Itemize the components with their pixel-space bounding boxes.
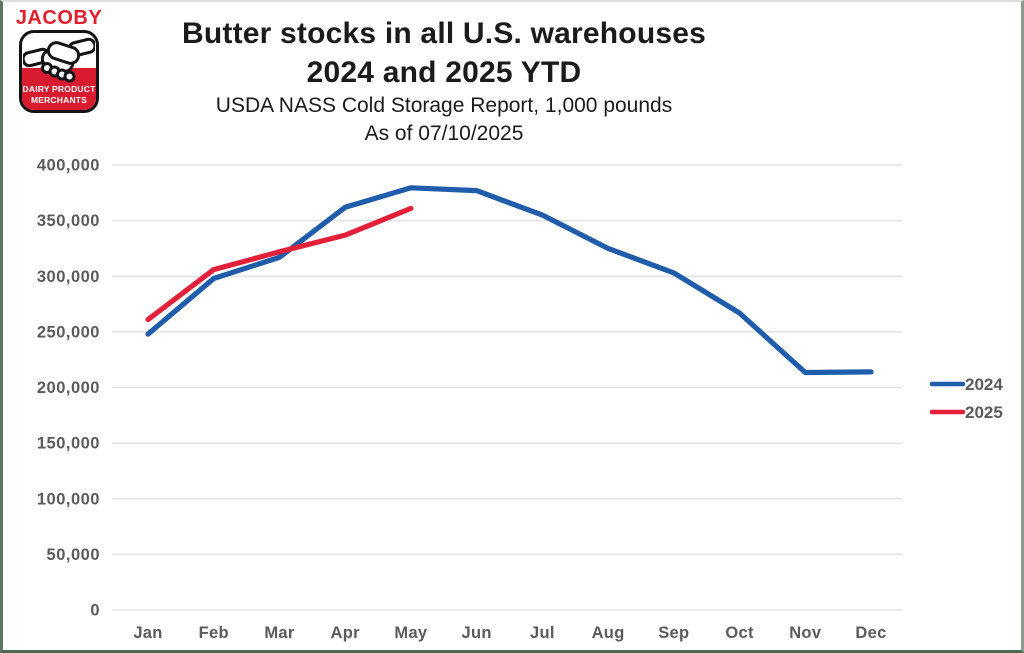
jacoby-logo: JACOBY DAIRY PRODUCT MERCHANTS <box>14 7 104 113</box>
x-tick-jan: Jan <box>133 624 162 642</box>
y-tick-0: 0 <box>90 602 100 620</box>
x-tick-may: May <box>394 624 428 642</box>
y-tick-250,000: 250,000 <box>37 323 100 341</box>
logo-badge-line1: DAIRY PRODUCT <box>22 84 96 94</box>
line-chart: 0 50,000 100,000 150,000 200,000 250,000 300,0… <box>37 157 1004 643</box>
brand-name: JACOBY <box>15 7 103 29</box>
handshake-icon <box>23 37 95 83</box>
x-tick-mar: Mar <box>264 624 295 642</box>
x-tick-jun: Jun <box>462 624 492 642</box>
x-tick-oct: Oct <box>725 624 754 642</box>
chart-subtitle-line2: As of 07/10/2025 <box>364 122 524 145</box>
logo-badge-text: DAIRY PRODUCT MERCHANTS <box>22 84 96 105</box>
x-tick-jul: Jul <box>530 624 555 642</box>
legend-label-2025: 2025 <box>965 403 1003 422</box>
legend-label-2024: 2024 <box>965 375 1003 394</box>
y-tick-50,000: 50,000 <box>47 546 100 564</box>
logo-badge-line2: MERCHANTS <box>30 94 88 105</box>
series-line-2025 <box>145 205 414 323</box>
y-tick-350,000: 350,000 <box>37 212 100 230</box>
chart-title-line2: 2024 and 2025 YTD <box>306 56 582 89</box>
x-tick-sep: Sep <box>658 624 689 642</box>
x-tick-nov: Nov <box>789 624 822 642</box>
x-tick-dec: Dec <box>855 624 886 642</box>
x-tick-feb: Feb <box>199 624 229 642</box>
y-tick-400,000: 400,000 <box>37 157 100 175</box>
logo-badge: DAIRY PRODUCT MERCHANTS <box>19 30 99 113</box>
title-block: Butter stocks in all U.S. warehouses 202… <box>64 14 824 148</box>
y-tick-300,000: 300,000 <box>37 268 100 286</box>
x-tick-aug: Aug <box>592 624 625 642</box>
chart-title-line1: Butter stocks in all U.S. warehouses <box>181 17 707 50</box>
series-line-2024 <box>145 185 874 376</box>
x-tick-apr: Apr <box>331 624 361 642</box>
y-tick-150,000: 150,000 <box>37 435 100 453</box>
y-tick-100,000: 100,000 <box>37 490 100 508</box>
chart-subtitle-line1: USDA NASS Cold Storage Report, 1,000 pou… <box>215 94 673 117</box>
y-tick-200,000: 200,000 <box>37 379 100 397</box>
